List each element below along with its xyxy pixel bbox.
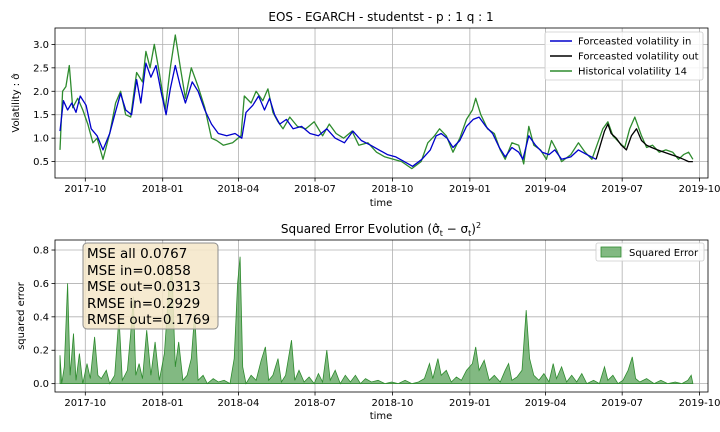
forecast-in-line — [59, 62, 597, 167]
squared-error-area — [59, 256, 694, 385]
x-tick-label: 2018-10 — [372, 398, 414, 409]
stats-line-rmse-in: RMSE in=0.2929 — [87, 296, 200, 312]
chart2-legend-box — [595, 242, 705, 262]
chart1-legend-box — [544, 31, 704, 81]
y-tick-label: 2.0 — [33, 87, 49, 98]
historical-volatility-line — [59, 34, 694, 170]
y-tick-label: 0.0 — [33, 379, 49, 390]
x-tick-label: 2018-07 — [294, 398, 336, 409]
chart2-title-part1: Squared Error Evolution (σ̂ — [281, 222, 440, 236]
y-tick-label: 2.5 — [33, 63, 49, 74]
x-tick-label: 2018-04 — [218, 184, 260, 195]
forecast-out-line — [595, 123, 693, 163]
x-tick-label: 2019-01 — [449, 398, 491, 409]
x-tick-label: 2019-07 — [601, 398, 643, 409]
stats-line-rmse-out: RMSE out=0.1769 — [87, 312, 210, 328]
chart2-title-sub1: t — [440, 229, 443, 238]
chart2-series — [59, 256, 694, 385]
chart2-x-ticks: 2017-10 2018-01 2018-04 2018-07 2018-10 2019-… — [64, 392, 720, 409]
stats-box-background — [82, 242, 219, 330]
chart1-y-ticks: 0.5 1.0 1.5 2.0 2.5 3.0 — [33, 40, 55, 168]
x-tick-label: 2019-04 — [525, 184, 567, 195]
chart1-title: EOS - EGARCH - studentst - p : 1 q : 1 — [268, 10, 493, 24]
x-tick-label: 2018-10 — [372, 184, 414, 195]
chart2-title: Squared Error Evolution (σ̂t − σt)2 — [281, 221, 481, 238]
y-tick-label: 0.4 — [33, 312, 49, 323]
x-tick-label: 2019-10 — [679, 184, 720, 195]
x-tick-label: 2019-04 — [525, 398, 567, 409]
stats-box: MSE all 0.0767 MSE in=0.0858 MSE out=0.0… — [82, 242, 219, 330]
y-tick-label: 0.6 — [33, 279, 49, 290]
y-tick-label: 1.0 — [33, 134, 49, 145]
legend-label-out: Forceasted volatility out — [578, 52, 699, 63]
y-tick-label: 0.8 — [33, 246, 49, 257]
chart1-xlabel: time — [370, 198, 393, 209]
chart2-legend: Squared Error — [595, 242, 705, 262]
y-tick-label: 0.5 — [33, 157, 49, 168]
y-tick-label: 1.5 — [33, 110, 49, 121]
chart1-legend: Forceasted volatility in Forceasted vola… — [544, 31, 704, 81]
legend-label-in: Forceasted volatility in — [578, 37, 691, 48]
stats-line-mse-out: MSE out=0.0313 — [87, 279, 201, 295]
x-tick-label: 2018-07 — [294, 184, 336, 195]
legend-swatch-squared-error — [600, 246, 622, 258]
chart2-title-sup: 2 — [476, 221, 481, 230]
chart2-title-mid: − σ — [443, 222, 469, 236]
y-tick-label: 3.0 — [33, 40, 49, 51]
x-tick-label: 2018-01 — [142, 398, 184, 409]
chart2-title-tail: ) — [471, 222, 476, 236]
y-tick-label: 0.2 — [33, 346, 49, 357]
x-tick-label: 2018-01 — [142, 184, 184, 195]
stats-line-mse-in: MSE in=0.0858 — [87, 263, 191, 279]
x-tick-label: 2018-04 — [218, 398, 260, 409]
legend-label-squared-error: Squared Error — [629, 248, 699, 259]
legend-label-historical: Historical volatility 14 — [578, 67, 687, 78]
chart1-series — [59, 34, 694, 170]
x-tick-label: 2019-01 — [449, 184, 491, 195]
x-tick-label: 2017-10 — [64, 398, 106, 409]
chart2-ylabel: squared error — [16, 281, 27, 350]
x-tick-label: 2017-10 — [64, 184, 106, 195]
stats-line-mse-all: MSE all 0.0767 — [87, 246, 187, 262]
x-tick-label: 2019-07 — [601, 184, 643, 195]
chart2-plot-frame — [54, 239, 709, 393]
chart2-title-sub2: t — [468, 229, 471, 238]
x-tick-label: 2019-10 — [679, 398, 720, 409]
volatility-chart: EOS - EGARCH - studentst - p : 1 q : 1 0… — [10, 10, 720, 209]
chart1-ylabel: Volatility : σ̂ — [10, 73, 22, 133]
chart2-xlabel: time — [370, 411, 393, 422]
chart2-y-ticks: 0.0 0.2 0.4 0.6 0.8 — [33, 246, 55, 390]
squared-error-chart: Squared Error Evolution (σ̂t − σt)2 0.00… — [16, 221, 720, 422]
chart1-plot-frame — [54, 27, 709, 179]
chart1-x-ticks: 2017-10 2018-01 2018-04 2018-07 2018-10 2019-… — [64, 178, 720, 195]
